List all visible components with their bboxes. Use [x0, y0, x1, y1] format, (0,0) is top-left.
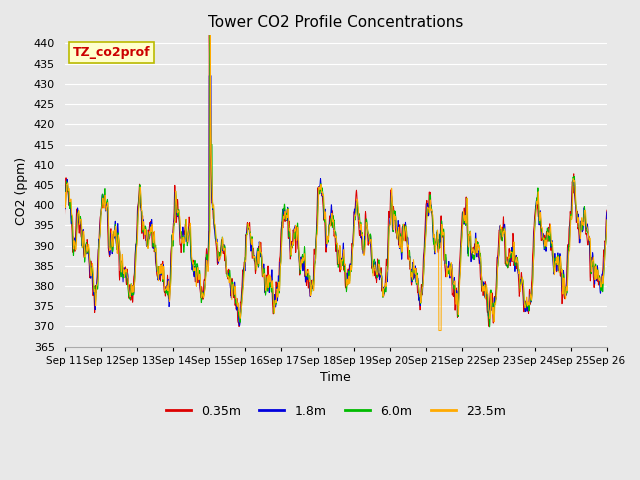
- Text: TZ_co2prof: TZ_co2prof: [73, 46, 150, 59]
- Title: Tower CO2 Profile Concentrations: Tower CO2 Profile Concentrations: [208, 15, 463, 30]
- X-axis label: Time: Time: [321, 372, 351, 384]
- Legend: 0.35m, 1.8m, 6.0m, 23.5m: 0.35m, 1.8m, 6.0m, 23.5m: [161, 400, 511, 423]
- Y-axis label: CO2 (ppm): CO2 (ppm): [15, 157, 28, 225]
